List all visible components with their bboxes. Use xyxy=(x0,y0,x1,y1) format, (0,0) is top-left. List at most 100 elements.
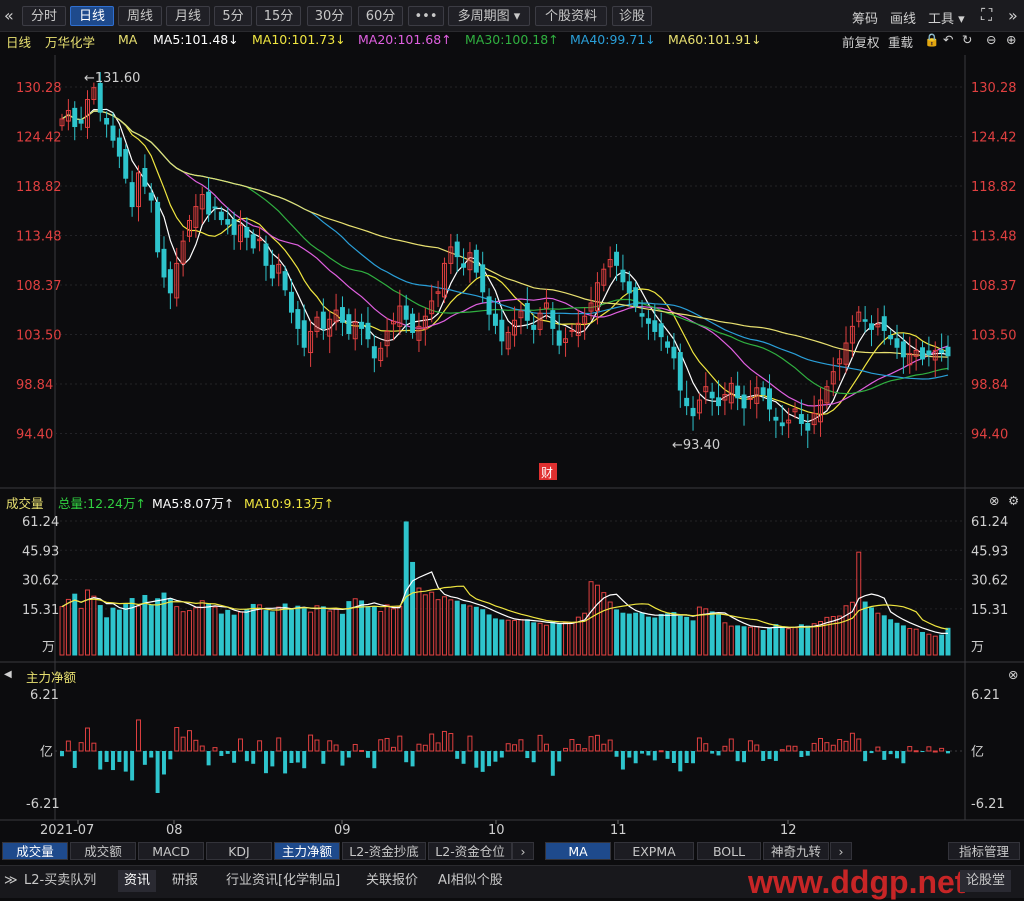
collapse-icon[interactable]: » xyxy=(1008,6,1018,25)
netflow-bar xyxy=(869,751,874,754)
footer-tab-4[interactable]: 关联报价 xyxy=(366,873,419,888)
close-panel-icon[interactable]: ⊗ xyxy=(1008,667,1019,682)
netflow-bar xyxy=(703,743,709,752)
volume-bar xyxy=(512,619,518,656)
volume-bar xyxy=(531,622,537,656)
candle-body xyxy=(518,310,524,319)
indicator-tab-3[interactable]: KDJ xyxy=(206,842,272,860)
footer-tab-1[interactable]: 资讯 xyxy=(118,870,157,892)
finance-badge-label: 财 xyxy=(541,466,553,480)
volume-bar xyxy=(180,611,186,656)
period-tab-2[interactable]: 周线 xyxy=(118,6,162,26)
netflow-bar xyxy=(493,751,498,762)
period-tab-10[interactable]: 个股资料 xyxy=(535,6,607,26)
netflow-bar xyxy=(531,751,536,763)
period-tab-11[interactable]: 诊股 xyxy=(612,6,652,26)
zoom-in-icon[interactable]: ⊕ xyxy=(1006,32,1017,47)
close-panel-icon[interactable]: ⊗ xyxy=(989,493,1000,508)
fullscreen-icon[interactable]: ⛶ xyxy=(981,5,993,24)
back-icon[interactable]: « xyxy=(4,6,14,25)
period-tab-3[interactable]: 月线 xyxy=(166,6,210,26)
footer-collapse-icon[interactable]: ≫ xyxy=(4,873,18,888)
zoom-out-icon[interactable]: ⊖ xyxy=(986,32,997,47)
netflow-bar xyxy=(505,743,511,752)
panel-toggle-icon[interactable]: ◀ xyxy=(4,669,12,680)
netflow-bar xyxy=(557,751,562,762)
volume-bar xyxy=(308,611,314,656)
ma-tabs-next-icon[interactable]: › xyxy=(830,842,852,860)
volume-bar xyxy=(875,612,881,656)
ma10-line xyxy=(61,110,949,416)
adjust-mode[interactable]: 前复权 xyxy=(842,35,880,50)
overlay-tab-0[interactable]: MA xyxy=(545,842,611,860)
volume-bar xyxy=(225,609,231,656)
volume-bar xyxy=(830,615,836,656)
volume-bar xyxy=(607,601,613,656)
volume-bar xyxy=(454,600,460,656)
candle-body xyxy=(448,246,454,264)
period-tab-5[interactable]: 15分 xyxy=(256,6,301,26)
period-tab-6[interactable]: 30分 xyxy=(307,6,352,26)
kline-chart-area[interactable]: 130.28 130.28 124.42 124.42 118.82 118.82 113.… xyxy=(0,0,1024,835)
candle-body xyxy=(435,291,441,294)
netflow-bar xyxy=(907,746,913,752)
volume-bar xyxy=(671,612,677,656)
netflow-bar xyxy=(155,751,160,793)
volume-bar xyxy=(798,624,804,656)
ma20-value: MA20:101.68↑ xyxy=(358,32,452,47)
period-tab-1[interactable]: 日线 xyxy=(70,6,114,26)
netflow-bar xyxy=(448,733,454,752)
refresh-icon[interactable]: ↻ xyxy=(962,32,973,47)
indicator-tab-5[interactable]: L2-资金抄底 xyxy=(342,842,426,860)
reload-button[interactable]: 重载 xyxy=(888,35,914,50)
footer-tab-5[interactable]: AI相似个股 xyxy=(438,873,503,888)
indicator-tab-1[interactable]: 成交额 xyxy=(70,842,136,860)
period-tab-8[interactable]: ••• xyxy=(408,6,444,26)
indicator-tabs-next-icon[interactable]: › xyxy=(512,842,534,860)
settings-icon[interactable]: ⚙ xyxy=(1008,493,1020,508)
candle-body xyxy=(269,264,275,279)
period-tab-7[interactable]: 60分 xyxy=(358,6,403,26)
volume-title[interactable]: 成交量 xyxy=(6,496,44,511)
volume-tick-left: 30.62 xyxy=(22,574,59,589)
lock-icon[interactable]: 🔒 xyxy=(924,32,940,47)
volume-bar xyxy=(843,605,849,656)
netflow-title[interactable]: 主力净额 xyxy=(26,670,77,685)
overlay-tab-3[interactable]: 神奇九转 xyxy=(763,842,829,860)
netflow-bar xyxy=(283,751,288,774)
footer-tab-2[interactable]: 研报 xyxy=(172,873,199,888)
indicator-tab-4[interactable]: 主力净额 xyxy=(274,842,340,860)
forum-button[interactable]: 论股堂 xyxy=(960,870,1012,892)
price-tick-right: 118.82 xyxy=(971,180,1017,195)
overlay-tab-1[interactable]: EXPMA xyxy=(614,842,694,860)
candle-body xyxy=(148,192,154,201)
ma-legend-bar: 日线 万华化学 MA MA5:101.48↓ MA10:101.73↓ MA20… xyxy=(0,31,1024,50)
volume-bar xyxy=(116,609,122,656)
period-tab-9[interactable]: 多周期图 ▾ xyxy=(448,6,530,26)
draw-line-button[interactable]: 画线 xyxy=(890,12,917,27)
chip-distribution-button[interactable]: 筹码 xyxy=(852,12,879,27)
footer-tab-3[interactable]: 行业资讯[化学制品] xyxy=(226,873,341,888)
indicator-manage-button[interactable]: 指标管理 xyxy=(948,842,1020,860)
volume-tick-right: 15.31 xyxy=(971,603,1008,618)
candle-body xyxy=(371,346,377,359)
volume-ma5: MA5:8.07万↑ xyxy=(152,496,235,511)
tools-dropdown[interactable]: 工具 ▾ xyxy=(928,12,965,27)
ma-label[interactable]: MA xyxy=(118,32,138,47)
period-tab-4[interactable]: 5分 xyxy=(214,6,252,26)
footer-tab-0[interactable]: L2-买卖队列 xyxy=(24,873,97,888)
volume-tick-left: 15.31 xyxy=(22,603,59,618)
undo-icon[interactable]: ↶ xyxy=(943,32,954,47)
volume-ma10-line xyxy=(61,585,949,630)
indicator-tab-6[interactable]: L2-资金仓位 xyxy=(428,842,512,860)
indicator-tab-0[interactable]: 成交量 xyxy=(2,842,68,860)
indicator-tab-2[interactable]: MACD xyxy=(138,842,204,860)
volume-bar xyxy=(601,592,607,656)
candle-body xyxy=(250,234,256,249)
volume-bar xyxy=(920,631,925,656)
overlay-tab-2[interactable]: BOLL xyxy=(697,842,761,860)
volume-bar xyxy=(206,603,212,656)
period-tab-0[interactable]: 分时 xyxy=(22,6,66,26)
netflow-bar xyxy=(372,751,377,769)
period-toolbar: « 分时 日线 周线 月线 5分 15分 30分 60分 ••• 多周期图 ▾ 个股资料 诊股 筹码 … xyxy=(0,0,1024,32)
